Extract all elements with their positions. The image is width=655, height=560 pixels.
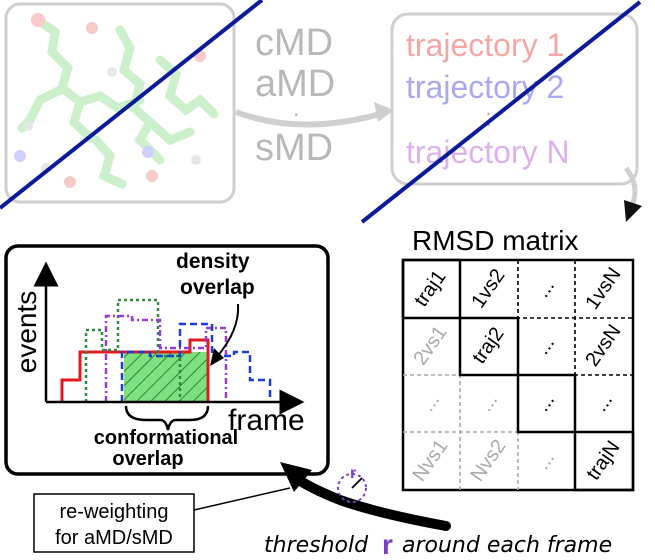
method-dots: . (293, 105, 300, 132)
method-smd: sMD (255, 127, 333, 169)
conf-label-2: overlap (112, 448, 183, 470)
conf-label-1: conformational (94, 427, 238, 449)
cell-2vs1: 2vs1 (409, 322, 451, 369)
trajectory-2-label: trajectory 2 (406, 69, 564, 105)
slash-trajectories (360, 0, 642, 224)
hist-blue (120, 322, 272, 402)
reweighting-box: re-weighting for aMD/sMD (33, 493, 195, 553)
trajectory-n-label: trajectory N (406, 134, 570, 170)
cell-1vs2: 1vs2 (467, 265, 509, 312)
matrix-title: RMSD matrix (412, 225, 578, 256)
trajectory-1-label: trajectory 1 (406, 27, 564, 63)
threshold-radius-icon: r (337, 465, 367, 503)
method-cmd: cMD (255, 22, 333, 64)
reweighting-line1: re-weighting (60, 501, 169, 523)
hist-purple (104, 314, 228, 402)
molecule-panel (4, 2, 236, 204)
cell-r2c2: ... (532, 389, 560, 415)
hist-green (84, 298, 182, 402)
threshold-rest: around each frame (402, 533, 612, 558)
trajectory-vdots: : (485, 102, 492, 132)
reweighting-line2: for aMD/sMD (55, 527, 173, 549)
rmsd-matrix: traj1 1vs2 ... 1vsN 2vs1 traj2 ... 2vsN … (401, 258, 635, 492)
density-label-2: overlap (180, 276, 255, 299)
threshold-r: r (382, 529, 393, 560)
hist-xlabel: frame (228, 404, 305, 437)
density-pointer-arrow (210, 303, 240, 366)
overlap-brace (124, 405, 210, 431)
density-label-1: density (176, 250, 250, 273)
cell-r1c2: ... (532, 332, 560, 358)
cell-r2c1: ... (475, 389, 503, 415)
slash-molecule (0, 0, 264, 210)
arrow-to-trajectories (234, 102, 394, 128)
cell-1vsn: 1vsN (581, 264, 625, 314)
hist-red (60, 338, 210, 402)
threshold-icon-r: r (350, 465, 356, 482)
cell-r2c0: ... (417, 389, 445, 415)
cell-nvs2: Nvs2 (466, 436, 510, 486)
threshold-word: threshold (264, 533, 369, 558)
cell-traj2: traj2 (468, 323, 508, 367)
overlap-region (124, 352, 208, 402)
connector-line (193, 487, 291, 511)
cell-trajn: trajN (582, 437, 624, 484)
cell-r3c2: ... (532, 447, 560, 473)
methods-group: cMD aMD . . sMD (255, 22, 335, 169)
method-dots-2: . (293, 95, 300, 122)
histogram-panel: events frame density overlap conformatio… (4, 244, 330, 476)
threshold-caption: threshold r around each frame (264, 529, 612, 560)
hist-ylabel: events (11, 291, 42, 374)
cell-nvs1: Nvs1 (408, 436, 452, 486)
cell-r0c2: ... (532, 275, 560, 301)
arrow-to-matrix (623, 166, 642, 222)
arrow-to-histogram (280, 462, 451, 531)
cell-traj1: traj1 (410, 266, 450, 310)
cell-2vsn: 2vsN (581, 321, 625, 371)
cell-r2c3: ... (590, 389, 618, 415)
method-amd: aMD (255, 63, 335, 105)
